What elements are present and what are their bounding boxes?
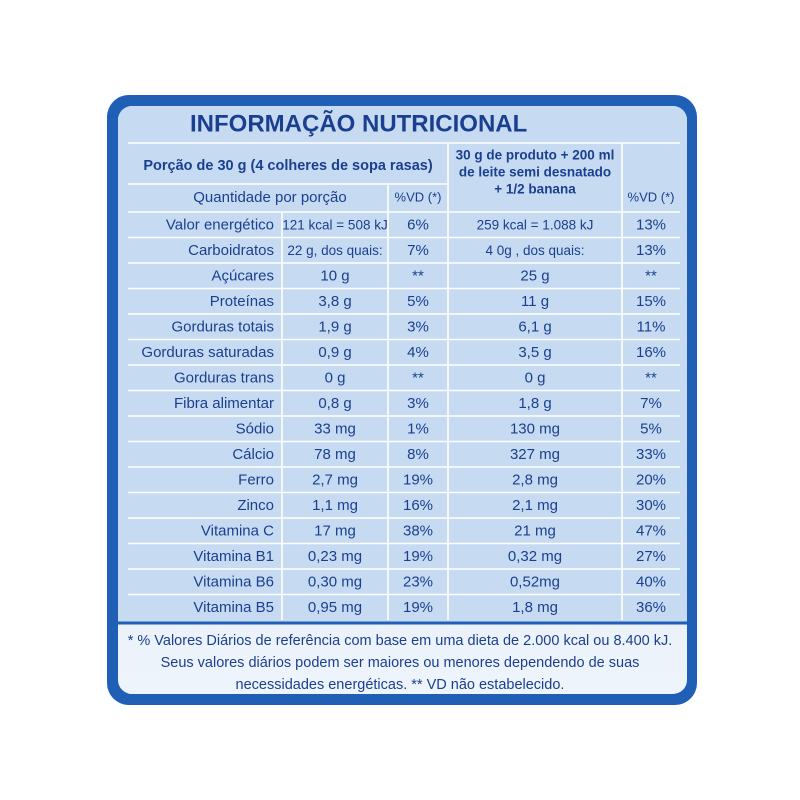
cell: 1% xyxy=(407,421,429,438)
cell: 3% xyxy=(407,395,429,412)
row-label: Fibra alimentar xyxy=(174,395,274,412)
cell: 0 g xyxy=(325,370,346,387)
cell: 33% xyxy=(636,446,666,463)
row-label: Proteínas xyxy=(210,293,274,310)
cell: 40% xyxy=(636,574,666,591)
portion-header: Porção de 30 g (4 colheres de sopa rasas… xyxy=(143,158,432,174)
row-label: Zinco xyxy=(237,497,274,514)
quantity-header: Quantidade por porção xyxy=(193,189,346,206)
cell: 33 mg xyxy=(314,421,356,438)
cell: 19% xyxy=(403,472,433,489)
cell: 19% xyxy=(403,548,433,565)
title: INFORMAÇÃO NUTRICIONAL xyxy=(190,109,527,137)
row-label: Cálcio xyxy=(232,446,274,463)
cell: ** xyxy=(645,370,657,387)
footnote: necessidades energéticas. ** VD não esta… xyxy=(236,677,565,693)
cell: 5% xyxy=(407,293,429,310)
cell: 13% xyxy=(636,217,666,234)
portion2-header: de leite semi desnatado xyxy=(459,165,611,180)
cell: 259 kcal = 1.088 kJ xyxy=(477,217,594,232)
cell: 16% xyxy=(403,497,433,514)
row-label: Ferro xyxy=(238,472,274,489)
cell: 0,8 g xyxy=(318,395,351,412)
table-panel-bottom xyxy=(118,600,687,623)
cell: 47% xyxy=(636,523,666,540)
footnote: Seus valores diários podem ser maiores o… xyxy=(161,655,640,671)
row-label: Vitamina B1 xyxy=(193,548,274,565)
cell: 0,32 mg xyxy=(508,548,562,565)
cell: 2,1 mg xyxy=(512,497,558,514)
row-label: Sódio xyxy=(236,421,274,438)
cell: 3,8 g xyxy=(318,293,351,310)
cell: 21 mg xyxy=(514,523,556,540)
cell: 10 g xyxy=(320,268,349,285)
cell: 327 mg xyxy=(510,446,560,463)
cell: 30% xyxy=(636,497,666,514)
cell: 7% xyxy=(407,242,429,259)
cell: 0 g xyxy=(525,370,546,387)
cell: 78 mg xyxy=(314,446,356,463)
cell: 1,8 mg xyxy=(512,599,558,616)
cell: 2,7 mg xyxy=(312,472,358,489)
cell: 7% xyxy=(640,395,662,412)
cell: 6% xyxy=(407,217,429,234)
cell: 16% xyxy=(636,344,666,361)
cell: 0,30 mg xyxy=(308,574,362,591)
cell: 36% xyxy=(636,599,666,616)
cell: 8% xyxy=(407,446,429,463)
cell: 22 g, dos quais: xyxy=(287,243,382,258)
cell: 19% xyxy=(403,599,433,616)
cell: 23% xyxy=(403,574,433,591)
cell: 17 mg xyxy=(314,523,356,540)
portion2-header: + 1/2 banana xyxy=(494,182,576,197)
row-label: Vitamina B5 xyxy=(193,599,274,616)
cell: 13% xyxy=(636,242,666,259)
cell: 25 g xyxy=(520,268,549,285)
cell: 0,23 mg xyxy=(308,548,362,565)
row-label: Carboidratos xyxy=(188,242,274,259)
vd-header: %VD (*) xyxy=(395,189,442,204)
cell: 0,9 g xyxy=(318,344,351,361)
cell: 130 mg xyxy=(510,421,560,438)
cell: ** xyxy=(412,370,424,387)
row-label: Gorduras trans xyxy=(174,370,274,387)
cell: 4 0g , dos quais: xyxy=(485,243,584,258)
row-label: Açúcares xyxy=(211,268,274,285)
cell: 15% xyxy=(636,293,666,310)
row-label: Vitamina B6 xyxy=(193,574,274,591)
cell: 11% xyxy=(637,319,666,336)
cell: 5% xyxy=(640,421,662,438)
cell: 3,5 g xyxy=(518,344,551,361)
cell: ** xyxy=(645,268,657,285)
cell: 0,95 mg xyxy=(308,599,362,616)
cell: 1,1 mg xyxy=(312,497,358,514)
cell: 6,1 g xyxy=(518,319,551,336)
cell: ** xyxy=(412,268,424,285)
row-label: Gorduras totais xyxy=(171,319,274,336)
cell: 4% xyxy=(407,344,429,361)
cell: 3% xyxy=(407,319,429,336)
table: Porção de 30 g (4 colheres de sopa rasas… xyxy=(128,142,680,620)
cell: 38% xyxy=(403,523,433,540)
row-label: Vitamina C xyxy=(201,523,274,540)
cell: 20% xyxy=(636,472,666,489)
footnote: * % Valores Diários de referência com ba… xyxy=(128,633,673,649)
cell: 2,8 mg xyxy=(512,472,558,489)
vd2-header: %VD (*) xyxy=(628,189,675,204)
cell: 0,52mg xyxy=(510,574,560,591)
cell: 121 kcal = 508 kJ xyxy=(282,217,387,232)
cell: 1,9 g xyxy=(318,319,351,336)
portion2-header: 30 g de produto + 200 ml xyxy=(456,148,615,163)
row-label: Valor energético xyxy=(166,217,274,234)
cell: 27% xyxy=(636,548,666,565)
cell: 11 g xyxy=(521,293,549,310)
cell: 1,8 g xyxy=(518,395,551,412)
row-label: Gorduras saturadas xyxy=(141,344,274,361)
